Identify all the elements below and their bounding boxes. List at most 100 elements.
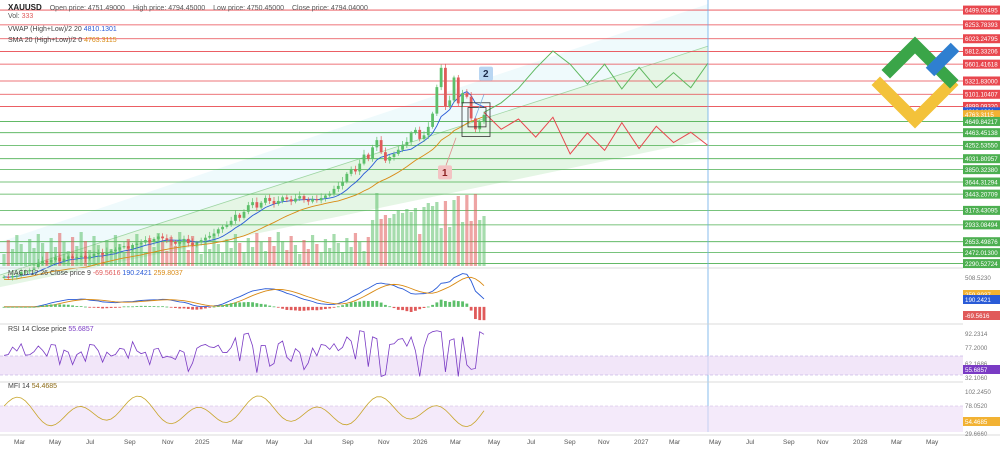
candle[interactable]: [36, 259, 40, 270]
candle[interactable]: [465, 89, 469, 99]
candle[interactable]: [474, 116, 477, 133]
candle[interactable]: [324, 193, 327, 202]
candle[interactable]: [161, 233, 164, 241]
vwap-line[interactable]: [3, 91, 485, 278]
candle[interactable]: [96, 249, 100, 257]
candle[interactable]: [336, 181, 340, 192]
price-level-tag[interactable]: [963, 46, 1000, 56]
candle[interactable]: [452, 75, 456, 103]
candle[interactable]: [358, 159, 362, 176]
candle[interactable]: [225, 221, 229, 229]
price-level-tag[interactable]: [963, 34, 1000, 44]
price-level-tag[interactable]: [963, 140, 1000, 150]
candle[interactable]: [79, 251, 83, 260]
candle[interactable]: [375, 136, 379, 151]
mfi-legend[interactable]: MFI 14 54.4685: [8, 383, 57, 390]
candle[interactable]: [315, 195, 319, 203]
candle[interactable]: [131, 243, 134, 252]
candle[interactable]: [332, 185, 336, 197]
candle[interactable]: [461, 89, 464, 107]
price-level-tag[interactable]: [963, 177, 1000, 187]
candle[interactable]: [379, 136, 383, 154]
candle[interactable]: [341, 176, 344, 190]
candle[interactable]: [319, 193, 323, 204]
candle[interactable]: [88, 254, 92, 261]
price-level-tag[interactable]: [963, 59, 1000, 69]
rsi-line[interactable]: [3, 330, 485, 378]
candle[interactable]: [216, 227, 220, 237]
candle[interactable]: [255, 197, 259, 212]
candle[interactable]: [156, 233, 160, 241]
candle[interactable]: [405, 137, 409, 148]
candle[interactable]: [418, 126, 422, 142]
candle[interactable]: [62, 254, 66, 265]
candle[interactable]: [178, 238, 182, 247]
price-level-tag[interactable]: [963, 20, 1000, 30]
price-level-tag[interactable]: [963, 101, 1000, 111]
candle[interactable]: [349, 166, 353, 177]
candle[interactable]: [182, 235, 186, 245]
candle[interactable]: [294, 194, 297, 204]
candle[interactable]: [28, 267, 32, 275]
candle[interactable]: [75, 253, 79, 261]
price-level-tag[interactable]: [963, 116, 1000, 126]
candle[interactable]: [246, 201, 250, 215]
candle[interactable]: [114, 247, 117, 254]
price-level-tag[interactable]: [963, 259, 1000, 269]
candle[interactable]: [354, 165, 357, 175]
candle[interactable]: [388, 155, 392, 164]
candle[interactable]: [174, 240, 177, 246]
sma-legend[interactable]: SMA 20 (High+Low)/2 0 4763.3115: [8, 37, 117, 44]
price-level-tag[interactable]: [963, 165, 1000, 175]
candle[interactable]: [392, 151, 396, 161]
candle[interactable]: [199, 237, 203, 246]
price-level-tag[interactable]: [963, 76, 1000, 86]
label-1-box[interactable]: [438, 165, 452, 180]
candle[interactable]: [221, 224, 224, 233]
candle[interactable]: [122, 242, 126, 250]
candle[interactable]: [135, 241, 139, 249]
candle[interactable]: [105, 247, 109, 257]
candle[interactable]: [409, 131, 413, 146]
candle[interactable]: [251, 198, 254, 209]
price-level-tag[interactable]: [963, 89, 1000, 99]
candle[interactable]: [414, 127, 417, 135]
price-level-tag[interactable]: [963, 110, 1000, 120]
candle[interactable]: [32, 263, 36, 274]
candle[interactable]: [165, 234, 169, 244]
candle[interactable]: [66, 254, 70, 263]
price-level-tag[interactable]: [963, 154, 1000, 164]
candle[interactable]: [268, 194, 272, 204]
price-level-tag[interactable]: [963, 5, 1000, 15]
price-level-tag[interactable]: [963, 128, 1000, 138]
price-level-tag[interactable]: [963, 237, 1000, 247]
candle[interactable]: [15, 271, 19, 280]
candle[interactable]: [191, 238, 194, 247]
candle[interactable]: [401, 140, 404, 153]
price-level-tag[interactable]: [963, 189, 1000, 199]
candle[interactable]: [259, 200, 263, 210]
candle[interactable]: [422, 131, 426, 142]
candle[interactable]: [311, 195, 314, 204]
candle[interactable]: [19, 267, 23, 278]
candle[interactable]: [439, 64, 443, 91]
candle[interactable]: [384, 147, 387, 164]
candle[interactable]: [302, 194, 306, 203]
candle[interactable]: [109, 249, 113, 255]
candle[interactable]: [238, 212, 242, 222]
candle[interactable]: [272, 196, 276, 208]
candle[interactable]: [41, 256, 44, 266]
candle[interactable]: [242, 209, 246, 220]
candle[interactable]: [285, 194, 289, 203]
candle[interactable]: [478, 119, 482, 133]
vwap-legend[interactable]: VWAP (High+Low)/2 20 4810.1301: [8, 26, 117, 33]
price-level-tag[interactable]: [963, 248, 1000, 258]
candle[interactable]: [118, 244, 122, 254]
candle[interactable]: [186, 234, 190, 247]
candle[interactable]: [229, 216, 233, 227]
candle[interactable]: [234, 210, 237, 224]
candle[interactable]: [435, 84, 439, 117]
candle[interactable]: [371, 144, 374, 162]
